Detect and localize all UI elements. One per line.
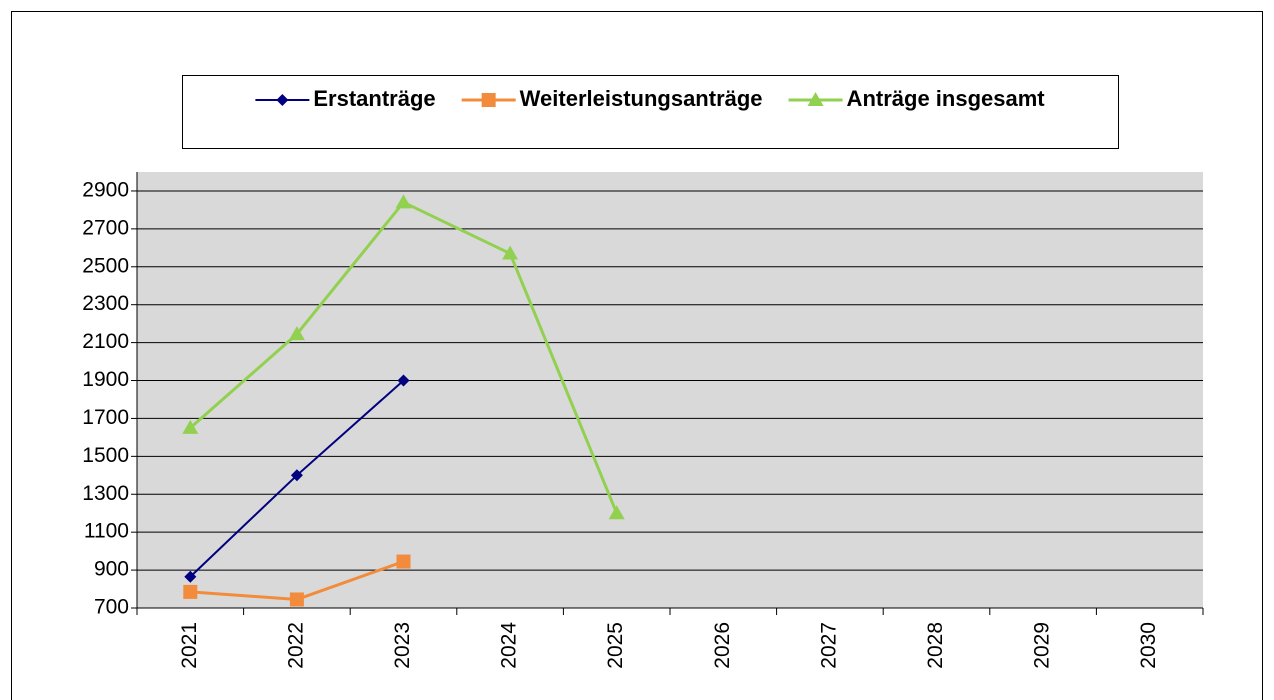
y-tick-label: 2100 [82, 330, 129, 353]
y-tick-label: 1700 [82, 406, 129, 429]
x-tick-label: 2022 [284, 622, 307, 669]
y-tick-label: 1900 [82, 368, 129, 391]
x-tick-label: 2028 [924, 622, 947, 669]
marker [397, 374, 410, 387]
marker [502, 245, 519, 260]
y-tick-label: 700 [94, 596, 129, 619]
legend-item: Erstanträge [255, 86, 436, 111]
marker [396, 554, 411, 569]
x-tick-label: 2029 [1031, 622, 1054, 669]
y-tick-label: 2500 [82, 254, 129, 277]
legend-item: Anträge insgesamt [788, 86, 1046, 111]
y-tick-label: 1500 [82, 444, 129, 467]
x-tick-label: 2026 [711, 622, 734, 669]
marker [184, 570, 197, 583]
x-tick-label: 2021 [178, 622, 201, 669]
marker [481, 93, 496, 107]
legend-box [182, 75, 1119, 149]
x-tick-label: 2027 [817, 622, 840, 669]
marker [608, 505, 625, 520]
plot-area [137, 172, 1203, 608]
y-tick-label: 1300 [82, 482, 129, 505]
legend-label: Anträge insgesamt [847, 86, 1046, 111]
marker [288, 326, 305, 341]
marker [183, 584, 198, 599]
marker [807, 92, 824, 106]
x-tick-label: 2025 [604, 622, 627, 669]
y-tick-label: 1100 [84, 520, 129, 543]
x-tick-label: 2030 [1137, 622, 1160, 669]
legend-item: Weiterleistungsanträge [461, 86, 763, 111]
legend-label: Weiterleistungsanträge [520, 86, 763, 111]
y-tick-label: 2300 [82, 292, 129, 315]
marker [290, 469, 303, 482]
x-tick-label: 2023 [391, 622, 414, 669]
y-tick-label: 900 [94, 558, 129, 581]
y-tick-label: 2900 [82, 179, 129, 202]
marker [276, 94, 289, 106]
marker [182, 419, 199, 434]
marker [289, 592, 304, 607]
y-tick-label: 2700 [82, 216, 129, 239]
x-tick-label: 2024 [498, 622, 521, 669]
legend-label: Erstanträge [313, 86, 435, 111]
marker [395, 194, 412, 209]
